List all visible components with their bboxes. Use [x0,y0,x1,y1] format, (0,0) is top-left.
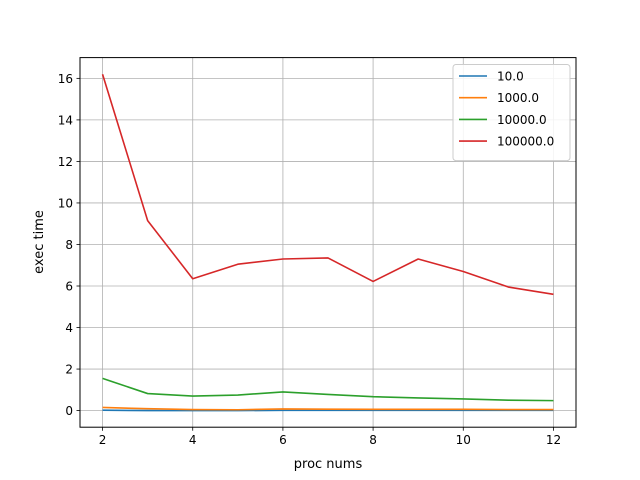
grid [80,57,576,428]
x-axis-ticks: 2 4 6 8 10 12 [99,427,561,447]
x-tick-label: 4 [189,433,197,447]
legend-label: 10000.0 [497,113,547,127]
legend-box [452,64,571,162]
x-tick-label: 2 [99,433,107,447]
y-axis-label: exec time [32,210,47,274]
y-tick-label: 12 [58,155,73,169]
y-tick-label: 16 [58,72,73,86]
x-tick-label: 10 [456,433,471,447]
y-tick-label: 6 [65,280,73,294]
y-tick-label: 14 [58,113,73,127]
y-tick-label: 8 [65,238,73,252]
y-axis-ticks: 0 2 4 6 8 10 12 14 16 [58,72,80,418]
series-lines [101,73,554,412]
y-tick-label: 2 [65,363,73,377]
x-tick-label: 6 [279,433,287,447]
x-tick-label: 12 [546,433,561,447]
legend-label: 1000.0 [497,91,539,105]
y-tick-label: 0 [65,404,73,418]
legend-label: 100000.0 [497,135,554,149]
y-tick-label: 10 [58,196,73,210]
x-axis-label: proc nums [294,457,363,472]
series-line-1 [102,406,554,411]
legend: 10.0 1000.0 10000.0 100000.0 [452,64,571,162]
series-line-3 [101,73,554,296]
x-tick-label: 8 [369,433,377,447]
plot-frame [79,57,577,428]
series-line-2 [102,377,554,402]
legend-label: 10.0 [497,70,524,84]
y-tick-label: 4 [65,321,73,335]
